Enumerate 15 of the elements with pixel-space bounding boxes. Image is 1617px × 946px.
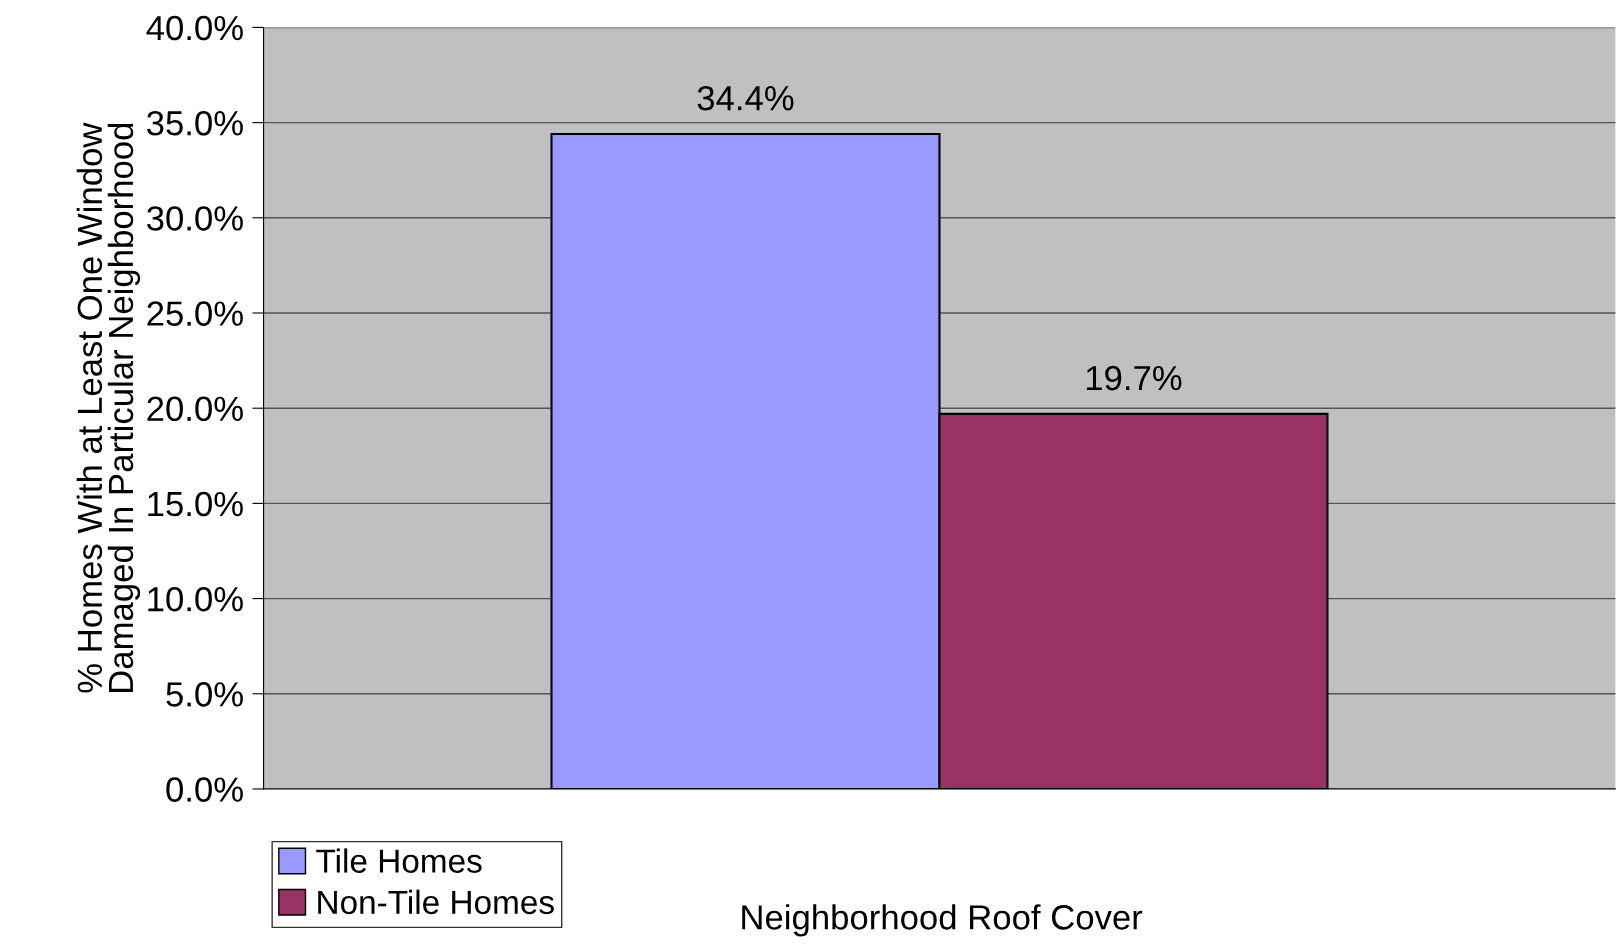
data-label: 34.4%	[697, 85, 794, 111]
y-tick-label: 10.0%	[148, 586, 243, 612]
x-axis-title: Neighborhood Roof Cover	[742, 904, 1143, 937]
y-tick-label: 5.0%	[166, 682, 243, 707]
y-tick-label: 15.0%	[148, 491, 243, 517]
y-axis-title: % Homes With at Least One Window Damaged In Particular Neighborhood	[76, 122, 141, 693]
data-label: 19.7%	[1086, 365, 1182, 391]
legend-label: Non-Tile Homes	[318, 889, 554, 915]
y-tick-label: 35.0%	[147, 110, 243, 136]
y-tick-label: 40.0%	[146, 15, 243, 41]
y-tick-label: 0.0%	[166, 777, 243, 802]
y-tick-label: 30.0%	[147, 206, 243, 231]
y-tick-label: 20.0%	[147, 396, 243, 422]
y-tick-label: 25.0%	[147, 301, 243, 326]
legend-label: Tile Homes	[316, 848, 482, 873]
